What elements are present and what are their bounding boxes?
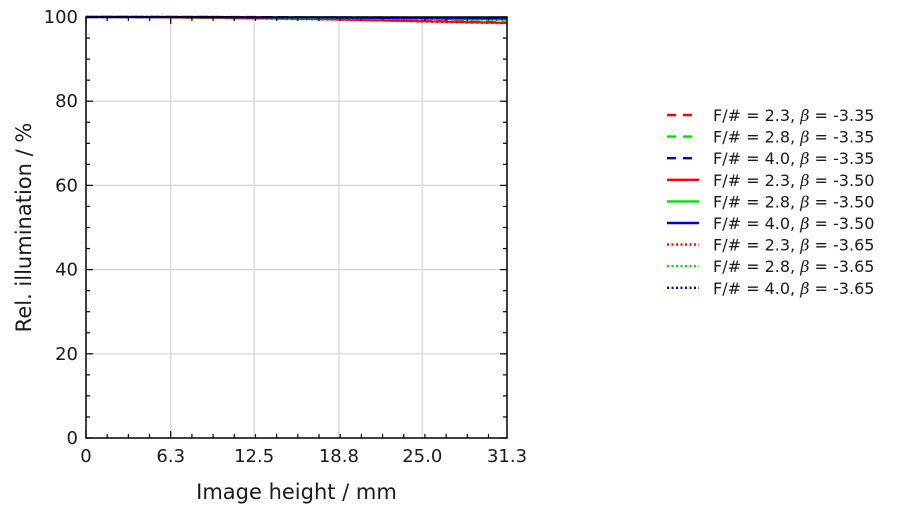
x-tick-label: 25.0 [402, 446, 442, 467]
x-tick-labels: 0 6.3 12.5 18.8 25.0 31.3 [80, 446, 527, 467]
y-tick-label: 0 [67, 428, 78, 449]
x-tick-label: 18.8 [319, 446, 359, 467]
legend-label: F/# = 2.3, β = -3.50 [713, 171, 874, 190]
legend-label: F/# = 2.8, β = -3.65 [713, 257, 874, 276]
y-tick-label: 80 [55, 91, 78, 112]
legend-label: F/# = 2.8, β = -3.50 [713, 192, 874, 211]
y-tick-label: 100 [44, 7, 78, 28]
legend-label: F/# = 4.0, β = -3.50 [713, 214, 874, 233]
legend-label: F/# = 2.8, β = -3.35 [713, 128, 874, 147]
legend-label: F/# = 4.0, β = -3.65 [713, 279, 874, 298]
x-tick-label: 31.3 [487, 446, 527, 467]
x-axis-title: Image height / mm [196, 480, 397, 504]
grid-lines [86, 17, 507, 438]
x-tick-label: 6.3 [156, 446, 185, 467]
y-tick-label: 60 [55, 175, 78, 196]
axis-ticks [85, 16, 507, 439]
y-tick-label: 40 [55, 260, 78, 281]
y-tick-label: 20 [55, 344, 78, 365]
legend: F/# = 2.3, β = -3.35 F/# = 2.8, β = -3.35… [667, 106, 874, 298]
x-tick-label: 12.5 [234, 446, 274, 467]
y-axis-title: Rel. illumination / % [12, 123, 36, 333]
legend-label: F/# = 2.3, β = -3.35 [713, 106, 874, 125]
legend-label: F/# = 2.3, β = -3.65 [713, 236, 874, 255]
plot-frame [85, 16, 508, 439]
legend-label: F/# = 4.0, β = -3.35 [713, 149, 874, 168]
x-tick-label: 0 [80, 446, 91, 467]
y-tick-labels: 0 20 40 60 80 100 [44, 7, 78, 449]
